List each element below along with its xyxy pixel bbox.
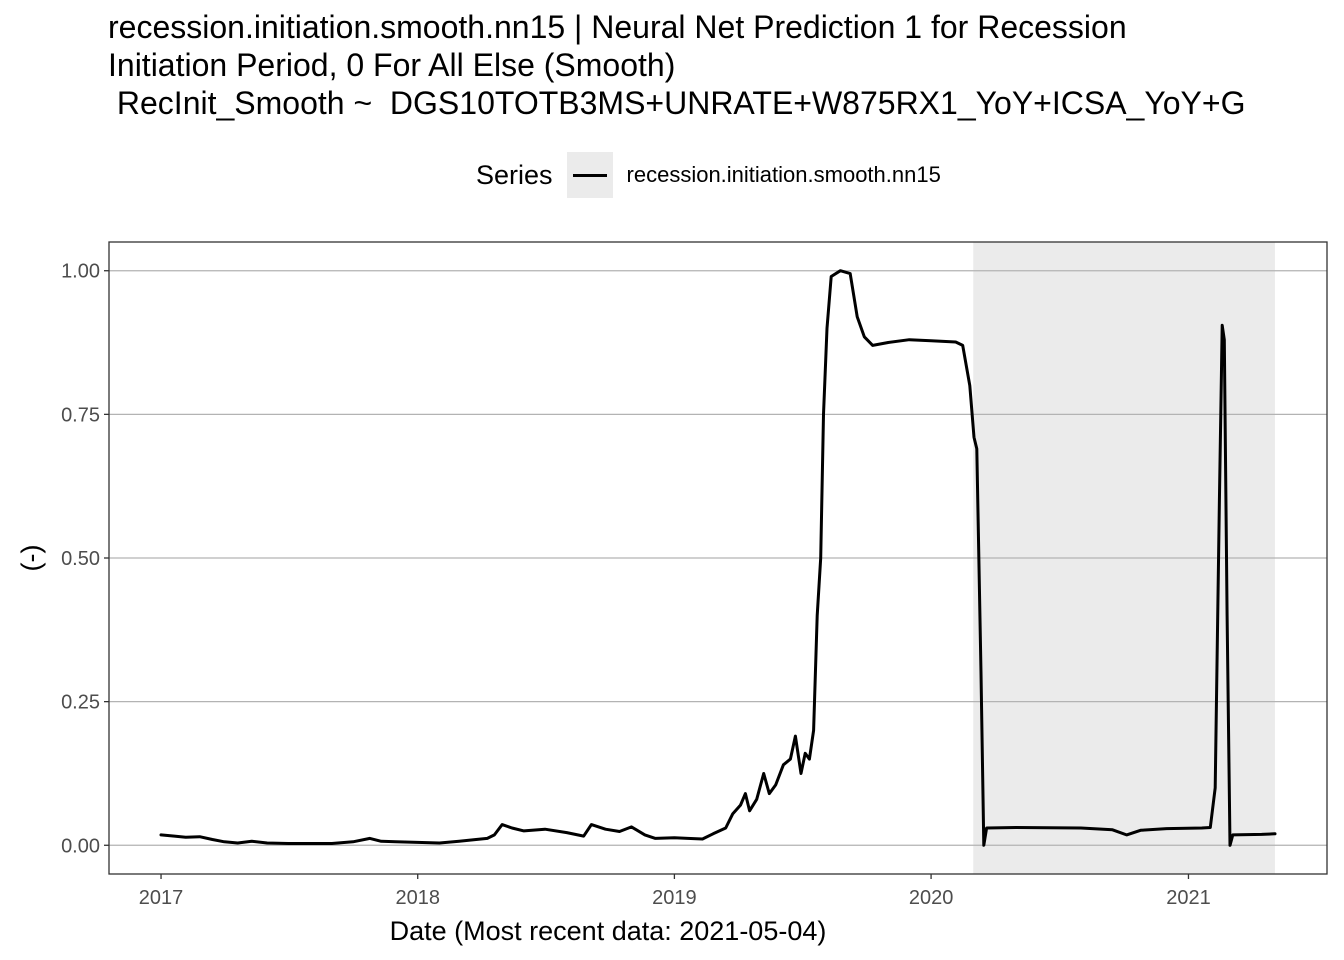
chart-title-line-1: recession.initiation.smooth.nn15 | Neura…: [108, 9, 1127, 45]
y-tick-label: 0.75: [61, 404, 100, 426]
y-tick-label: 0.00: [61, 835, 100, 857]
y-tick-label: 0.25: [61, 692, 100, 714]
legend: Series recession.initiation.smooth.nn15: [476, 152, 941, 198]
y-axis-label: (-): [16, 545, 46, 572]
legend-title: Series: [476, 159, 553, 190]
x-tick-label: 2021: [1166, 887, 1211, 909]
plot-border: [108, 241, 1328, 875]
x-tick-label: 2017: [139, 887, 184, 909]
x-tick-label: 2019: [652, 887, 697, 909]
x-tick-label: 2018: [395, 887, 440, 909]
x-axis-label: Date (Most recent data: 2021-05-04): [390, 916, 827, 946]
x-tick-label: 2020: [909, 887, 954, 909]
chart-title-line-3: RecInit_Smooth ~ DGS10TOTB3MS+UNRATE+W87…: [108, 85, 1246, 121]
y-tick-label: 1.00: [61, 261, 100, 283]
legend-key-line-icon: [566, 152, 613, 198]
chart-title-line-2: Initiation Period, 0 For All Else (Smoot…: [108, 47, 676, 83]
legend-label: recession.initiation.smooth.nn15: [626, 162, 941, 187]
series-line: [159, 269, 1277, 847]
chart-title: recession.initiation.smooth.nn15 | Neura…: [108, 8, 1344, 122]
y-tick-label: 0.50: [61, 548, 100, 570]
